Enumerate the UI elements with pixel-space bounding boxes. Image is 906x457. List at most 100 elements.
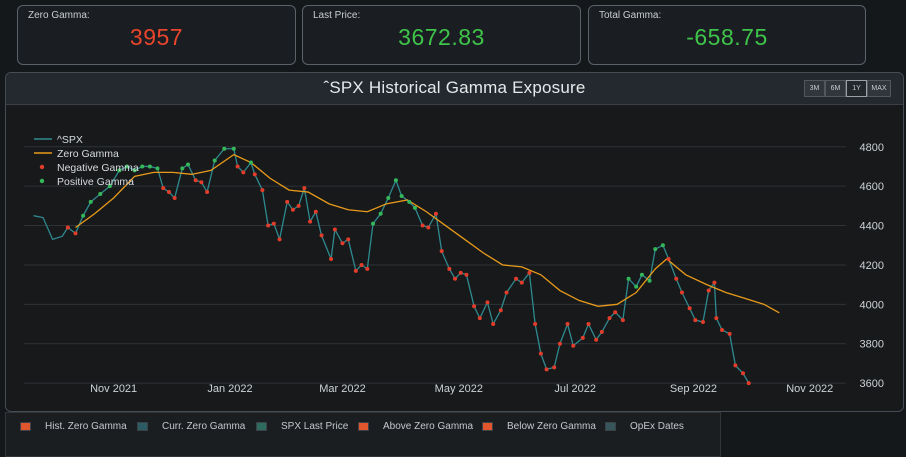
negative-gamma-point bbox=[332, 227, 337, 232]
zero-gamma-series-line bbox=[75, 153, 780, 314]
negative-gamma-point bbox=[706, 288, 711, 293]
legend-label: OpEx Dates bbox=[630, 421, 684, 432]
negative-gamma-point bbox=[746, 381, 751, 386]
positive-gamma-point bbox=[399, 194, 404, 198]
chart-legend-label: Negative Gamma bbox=[57, 162, 139, 174]
positive-gamma-point bbox=[639, 272, 644, 277]
positive-gamma-point bbox=[407, 199, 412, 204]
negative-gamma-point bbox=[733, 363, 738, 368]
negative-gamma-point bbox=[319, 233, 324, 238]
legend-swatch bbox=[137, 422, 148, 431]
chart-title: ˆSPX Historical Gamma Exposure bbox=[323, 78, 586, 97]
positive-gamma-point bbox=[180, 166, 185, 171]
legend-spx-last-price[interactable]: SPX Last Price bbox=[256, 421, 348, 432]
negative-gamma-point bbox=[557, 341, 562, 346]
range-1y-button[interactable]: 1Y bbox=[846, 80, 867, 97]
positive-gamma-point bbox=[386, 195, 391, 200]
total-gamma-label: Total Gamma: bbox=[599, 10, 662, 21]
negative-gamma-point bbox=[491, 322, 496, 327]
legend-positive-marker bbox=[39, 178, 45, 184]
x-tick-label: May 2022 bbox=[435, 383, 483, 395]
legend-swatch bbox=[482, 422, 493, 431]
positive-gamma-point bbox=[155, 166, 160, 171]
y-tick-label: 4200 bbox=[860, 260, 884, 272]
negative-gamma-point bbox=[193, 178, 198, 183]
negative-gamma-point bbox=[365, 266, 370, 271]
positive-gamma-point bbox=[634, 284, 639, 289]
negative-gamma-point bbox=[302, 186, 307, 191]
y-tick-label: 4400 bbox=[860, 221, 884, 233]
positive-gamma-point bbox=[140, 164, 145, 169]
negative-gamma-point bbox=[260, 188, 265, 193]
negative-gamma-point bbox=[433, 211, 438, 216]
legend-opex-dates[interactable]: OpEx Dates bbox=[605, 421, 684, 432]
range-3m-button[interactable]: 3M bbox=[804, 80, 825, 97]
positive-gamma-point bbox=[88, 199, 93, 204]
legend-label: Below Zero Gamma bbox=[507, 421, 596, 432]
negative-gamma-point bbox=[538, 351, 543, 356]
positive-gamma-point bbox=[231, 146, 236, 151]
legend-below-zero-gamma[interactable]: Below Zero Gamma bbox=[482, 421, 596, 432]
positive-gamma-point bbox=[147, 164, 152, 169]
legend-label: Hist. Zero Gamma bbox=[45, 421, 127, 432]
last-price-card: Last Price: 3672.83 bbox=[302, 5, 581, 65]
negative-gamma-point bbox=[586, 322, 591, 327]
x-tick-label: Jan 2022 bbox=[207, 383, 252, 395]
negative-gamma-point bbox=[620, 318, 625, 323]
negative-gamma-point bbox=[458, 270, 463, 275]
positive-gamma-point bbox=[626, 276, 631, 281]
negative-gamma-point bbox=[426, 225, 431, 230]
negative-gamma-point bbox=[277, 237, 282, 242]
legend-bar: Hist. Zero Gamma Curr. Zero Gamma SPX La… bbox=[5, 412, 721, 457]
negative-gamma-point bbox=[679, 290, 684, 295]
range-max-button[interactable]: MAX bbox=[867, 80, 891, 97]
zero-gamma-value: 3957 bbox=[129, 24, 184, 50]
negative-gamma-point bbox=[571, 343, 576, 348]
x-tick-label: Mar 2022 bbox=[319, 383, 365, 395]
x-tick-label: Sep 2022 bbox=[670, 383, 717, 395]
negative-gamma-point bbox=[172, 195, 177, 200]
negative-gamma-point bbox=[464, 272, 469, 277]
y-tick-label: 4000 bbox=[860, 299, 884, 311]
negative-gamma-point bbox=[420, 223, 425, 228]
negative-gamma-point bbox=[565, 322, 570, 327]
negative-gamma-point bbox=[271, 221, 276, 226]
legend-above-zero-gamma[interactable]: Above Zero Gamma bbox=[358, 421, 473, 432]
negative-gamma-point bbox=[533, 322, 538, 327]
zero-gamma-card: Zero Gamma: 3957 bbox=[17, 5, 296, 65]
x-tick-label: Nov 2021 bbox=[90, 383, 137, 395]
legend-swatch bbox=[256, 422, 267, 431]
positive-gamma-point bbox=[248, 160, 253, 165]
range-6m-button[interactable]: 6M bbox=[825, 80, 846, 97]
positive-gamma-point bbox=[378, 211, 383, 216]
positive-gamma-point bbox=[647, 278, 652, 283]
positive-gamma-point bbox=[81, 213, 86, 218]
x-tick-label: Nov 2022 bbox=[786, 383, 833, 395]
negative-gamma-point bbox=[472, 304, 477, 309]
positive-gamma-point bbox=[212, 158, 217, 163]
chart-legend: ^SPX Zero Gamma Negative Gamma Positive Gam… bbox=[34, 134, 139, 188]
negative-gamma-point bbox=[498, 308, 503, 313]
negative-gamma-point bbox=[693, 318, 698, 323]
gamma-chart-panel: 3600 3800 4000 4200 4400 4600 4800 Nov 2021 Jan … bbox=[5, 72, 904, 412]
negative-gamma-point bbox=[73, 231, 78, 236]
negative-gamma-point bbox=[485, 300, 490, 305]
negative-gamma-point bbox=[741, 371, 746, 376]
negative-gamma-point bbox=[519, 280, 524, 285]
legend-label: SPX Last Price bbox=[281, 421, 349, 432]
positive-gamma-point bbox=[660, 243, 665, 248]
negative-gamma-point bbox=[477, 316, 482, 321]
legend-curr-zero-gamma[interactable]: Curr. Zero Gamma bbox=[137, 421, 245, 432]
chart-legend-label: Zero Gamma bbox=[57, 148, 119, 160]
negative-gamma-point bbox=[687, 306, 692, 311]
negative-gamma-point bbox=[65, 225, 70, 230]
gamma-exposure-chart[interactable]: 3600 3800 4000 4200 4400 4600 4800 Nov 2021 Jan … bbox=[6, 73, 903, 411]
last-price-label: Last Price: bbox=[313, 10, 361, 21]
legend-swatch bbox=[605, 422, 616, 431]
negative-gamma-point bbox=[580, 335, 585, 340]
negative-gamma-point bbox=[353, 268, 358, 273]
positive-gamma-point bbox=[393, 178, 398, 183]
positive-gamma-point bbox=[653, 247, 658, 252]
spx-series-line bbox=[33, 148, 750, 384]
legend-hist-zero-gamma[interactable]: Hist. Zero Gamma bbox=[20, 421, 127, 432]
